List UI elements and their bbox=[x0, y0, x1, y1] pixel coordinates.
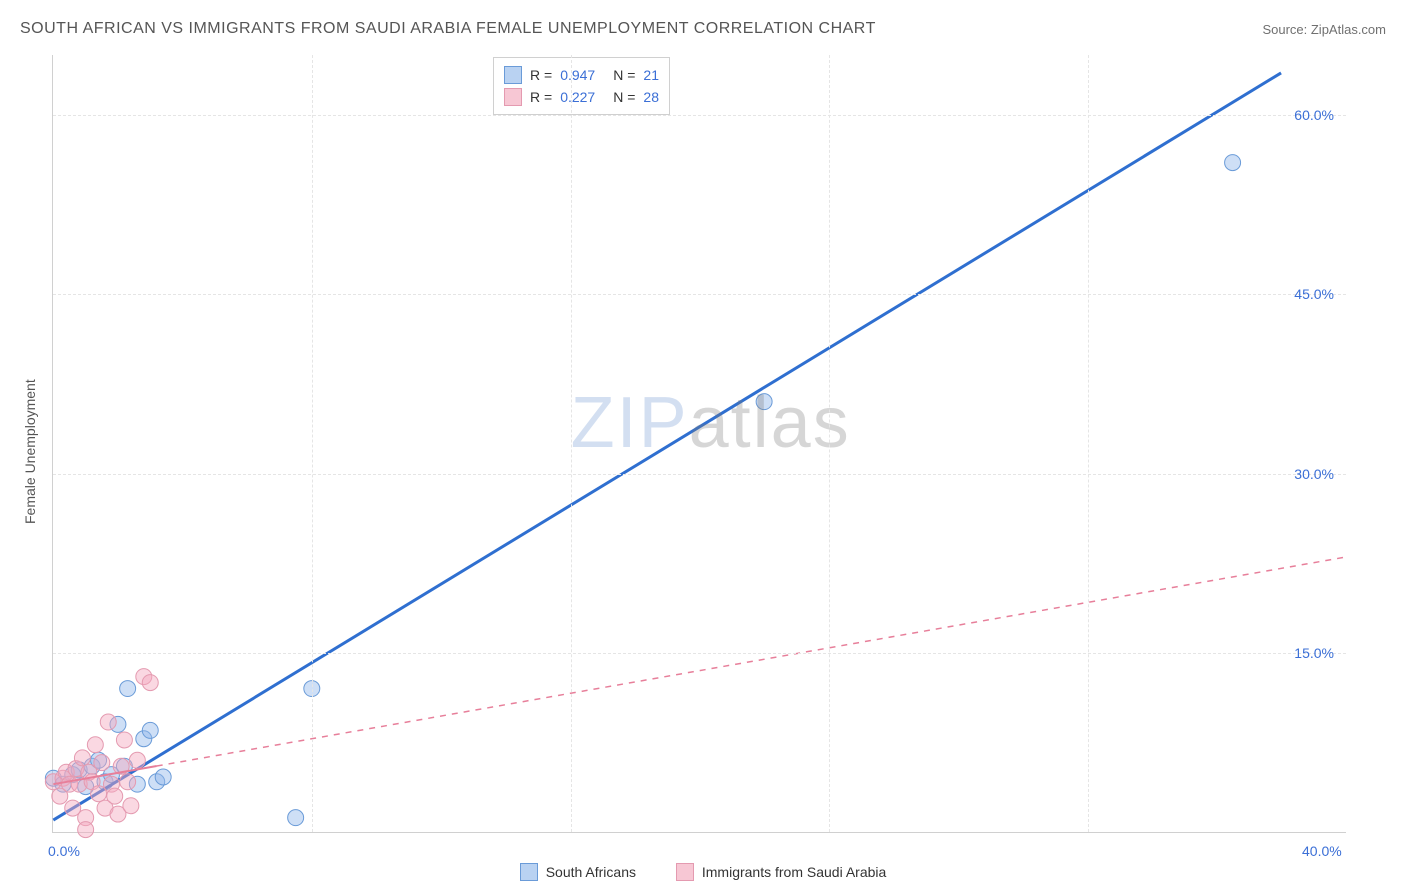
chart-title: SOUTH AFRICAN VS IMMIGRANTS FROM SAUDI A… bbox=[20, 20, 876, 38]
trendline-dashed-immigrants_saudi bbox=[157, 557, 1346, 766]
legend-item-south-africans: South Africans bbox=[520, 863, 636, 881]
legend-correlation: R = 0.947 N = 21 R = 0.227 N = 28 bbox=[493, 57, 670, 115]
scatter-point-immigrants_saudi bbox=[116, 732, 132, 748]
scatter-point-immigrants_saudi bbox=[129, 752, 145, 768]
legend-item-immigrants: Immigrants from Saudi Arabia bbox=[676, 863, 886, 881]
y-tick-label: 15.0% bbox=[1294, 645, 1334, 661]
legend-n-label: N = bbox=[613, 86, 635, 108]
gridline-v bbox=[571, 55, 572, 832]
trendline-south_africans bbox=[53, 73, 1281, 820]
scatter-point-south_africans bbox=[155, 769, 171, 785]
gridline-h bbox=[53, 653, 1346, 654]
scatter-point-immigrants_saudi bbox=[120, 774, 136, 790]
swatch-icon bbox=[504, 66, 522, 84]
y-axis-label: Female Unemployment bbox=[22, 379, 38, 524]
legend-label-immigrants: Immigrants from Saudi Arabia bbox=[702, 864, 886, 880]
y-tick-label: 30.0% bbox=[1294, 466, 1334, 482]
scatter-point-immigrants_saudi bbox=[100, 714, 116, 730]
x-tick-label: 0.0% bbox=[48, 843, 80, 859]
gridline-v bbox=[829, 55, 830, 832]
source-link[interactable]: ZipAtlas.com bbox=[1311, 22, 1386, 37]
scatter-point-immigrants_saudi bbox=[94, 755, 110, 771]
legend-r-value: 0.227 bbox=[560, 86, 595, 108]
legend-r-label: R = bbox=[530, 86, 552, 108]
source-prefix: Source: bbox=[1262, 22, 1310, 37]
y-tick-label: 60.0% bbox=[1294, 107, 1334, 123]
swatch-icon bbox=[504, 88, 522, 106]
gridline-h bbox=[53, 294, 1346, 295]
scatter-point-immigrants_saudi bbox=[123, 798, 139, 814]
legend-row-south_africans: R = 0.947 N = 21 bbox=[504, 64, 659, 86]
scatter-point-south_africans bbox=[756, 394, 772, 410]
legend-n-value: 21 bbox=[643, 64, 659, 86]
gridline-v bbox=[312, 55, 313, 832]
legend-r-label: R = bbox=[530, 64, 552, 86]
scatter-point-south_africans bbox=[288, 810, 304, 826]
scatter-point-immigrants_saudi bbox=[74, 750, 90, 766]
legend-r-value: 0.947 bbox=[560, 64, 595, 86]
legend-row-immigrants_saudi: R = 0.227 N = 28 bbox=[504, 86, 659, 108]
x-tick-label: 40.0% bbox=[1302, 843, 1342, 859]
gridline-h bbox=[53, 115, 1346, 116]
scatter-point-south_africans bbox=[120, 681, 136, 697]
legend-label-south-africans: South Africans bbox=[546, 864, 636, 880]
swatch-blue bbox=[520, 863, 538, 881]
scatter-point-south_africans bbox=[1225, 155, 1241, 171]
legend-series: South Africans Immigrants from Saudi Ara… bbox=[0, 863, 1406, 884]
swatch-pink bbox=[676, 863, 694, 881]
scatter-point-immigrants_saudi bbox=[78, 822, 94, 838]
scatter-point-immigrants_saudi bbox=[107, 788, 123, 804]
y-tick-label: 45.0% bbox=[1294, 286, 1334, 302]
legend-n-value: 28 bbox=[643, 86, 659, 108]
chart-svg bbox=[53, 55, 1346, 832]
gridline-v bbox=[1088, 55, 1089, 832]
source-attribution: Source: ZipAtlas.com bbox=[1262, 22, 1386, 37]
scatter-point-immigrants_saudi bbox=[142, 675, 158, 691]
gridline-h bbox=[53, 474, 1346, 475]
legend-n-label: N = bbox=[613, 64, 635, 86]
scatter-point-immigrants_saudi bbox=[87, 737, 103, 753]
scatter-point-south_africans bbox=[142, 722, 158, 738]
plot-area: ZIPatlas R =0.947N =21R =0.227N =28 15.0… bbox=[52, 55, 1346, 833]
